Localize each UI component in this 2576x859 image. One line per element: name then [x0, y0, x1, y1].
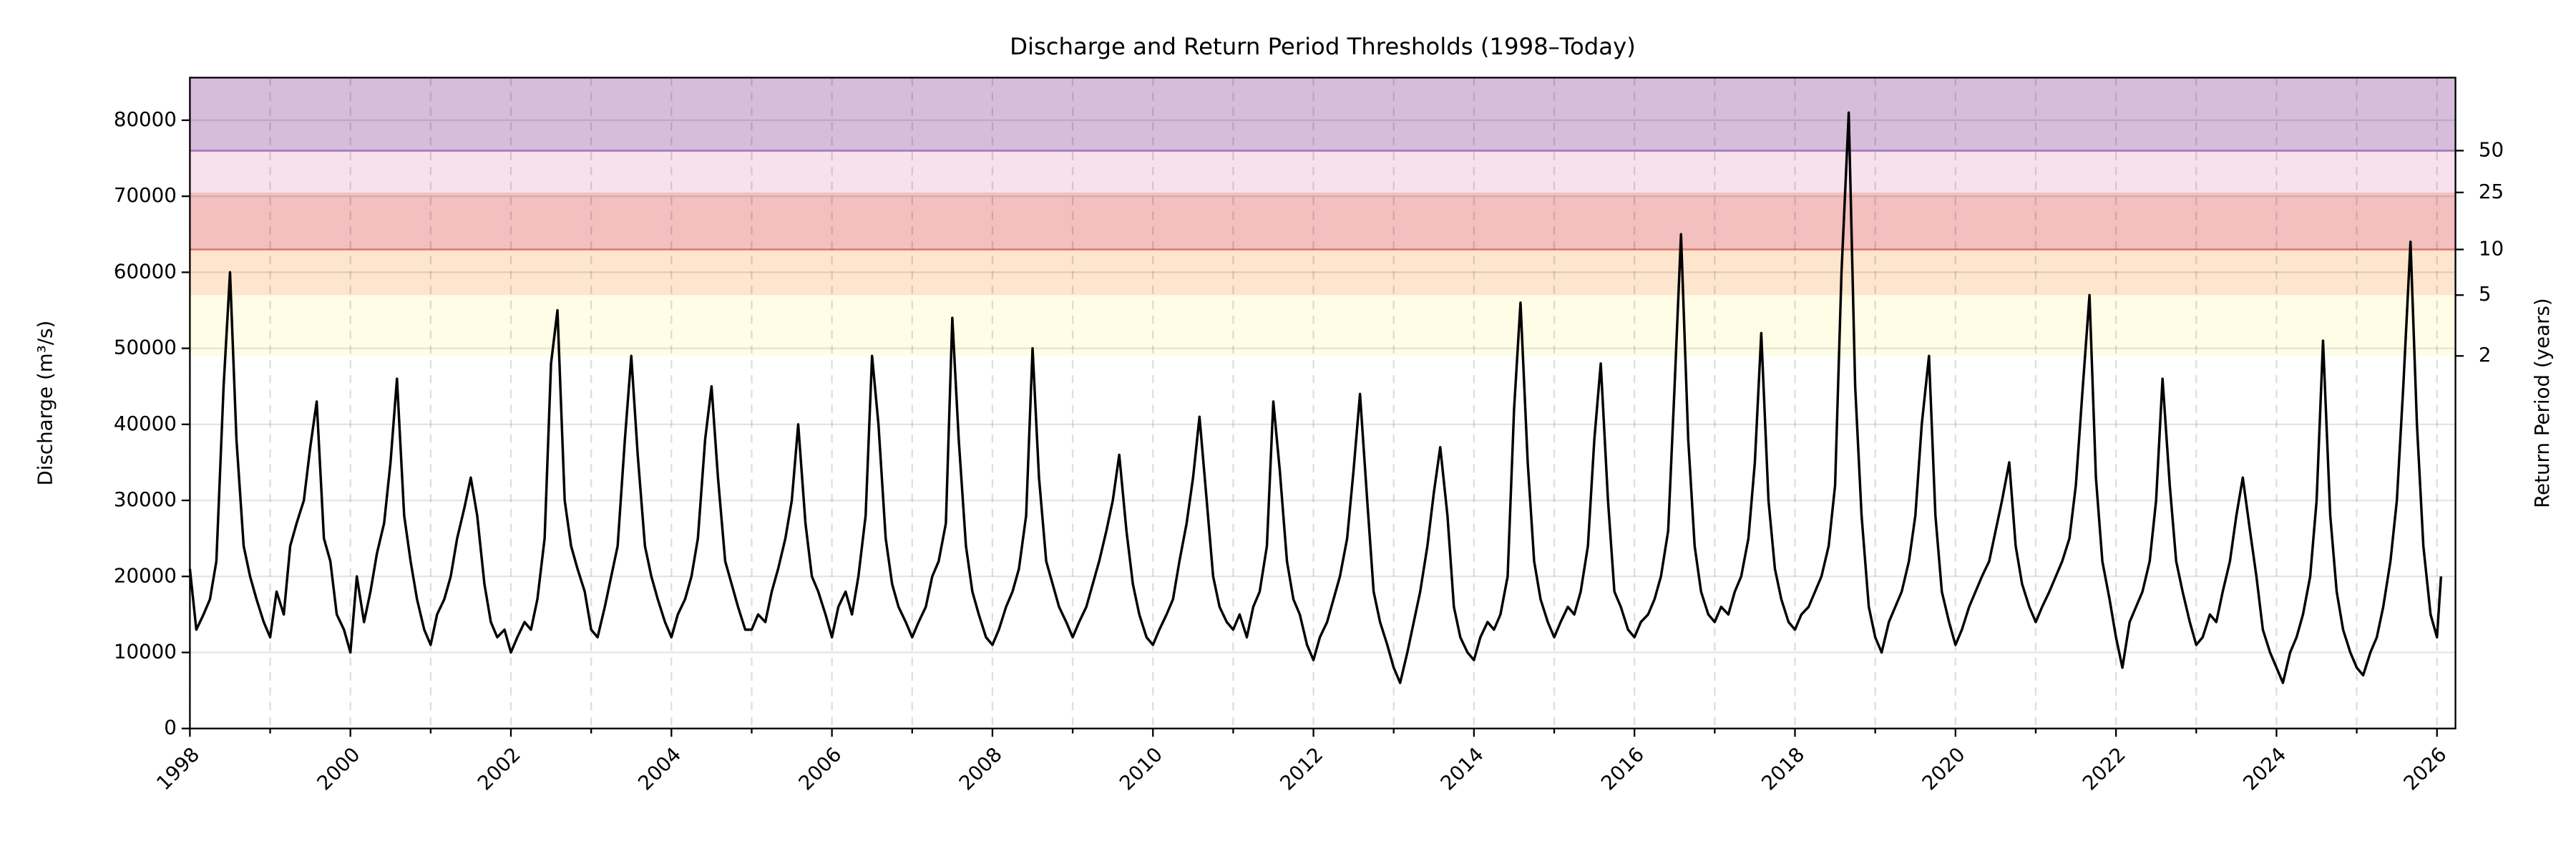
y-tick-label: 0: [164, 716, 177, 739]
x-tick-label: 2024: [2238, 742, 2290, 795]
x-tick-label: 2006: [794, 742, 846, 795]
chart-title: Discharge and Return Period Thresholds (…: [1010, 33, 1636, 60]
y2-tick-label: 50: [2479, 137, 2504, 161]
y2-tick-label: 10: [2479, 237, 2504, 261]
bands: [190, 77, 2456, 729]
x-tick-label: 2000: [312, 742, 364, 795]
x-tick-label: 2010: [1115, 742, 1167, 795]
x-tick-label: 2008: [955, 742, 1007, 795]
return-period-band: [190, 249, 2456, 296]
x-tick-label: 2020: [1917, 742, 1969, 795]
plot-frame: [189, 77, 2457, 729]
x-tick-label: 2012: [1275, 742, 1327, 795]
return-period-band: [190, 150, 2456, 193]
y2-tick-label: 25: [2479, 180, 2504, 203]
y-tick-label: 70000: [114, 183, 177, 207]
y2-tick-label: 5: [2479, 282, 2492, 306]
y2-tick-label: 2: [2479, 343, 2492, 367]
discharge-line: [188, 111, 2443, 684]
y-axis-label: Discharge (m³/s): [34, 321, 57, 486]
y-tick-label: 60000: [114, 259, 177, 283]
return-period-band: [190, 356, 2456, 729]
return-period-band: [190, 77, 2456, 151]
x-tick-label: 2018: [1757, 742, 1809, 795]
y-tick-label: 50000: [114, 336, 177, 359]
x-tick-label: 2002: [473, 742, 525, 795]
x-tick-label: 2016: [1596, 742, 1649, 795]
x-tick-label: 1998: [152, 742, 204, 795]
plot: [188, 111, 2443, 684]
return-period-band: [190, 192, 2456, 250]
x-tick-label: 2026: [2399, 742, 2451, 795]
y-tick-label: 80000: [114, 107, 177, 131]
y-tick-label: 40000: [114, 412, 177, 435]
return-period-band: [190, 295, 2456, 356]
x-tick-label: 2014: [1436, 742, 1488, 795]
x-tick-label: 2004: [633, 742, 686, 795]
y-tick-label: 10000: [114, 639, 177, 663]
y-tick-label: 30000: [114, 487, 177, 511]
x-tick-label: 2022: [2078, 742, 2130, 795]
y-tick-label: 20000: [114, 563, 177, 587]
y2-axis-label: Return Period (years): [2530, 298, 2554, 508]
